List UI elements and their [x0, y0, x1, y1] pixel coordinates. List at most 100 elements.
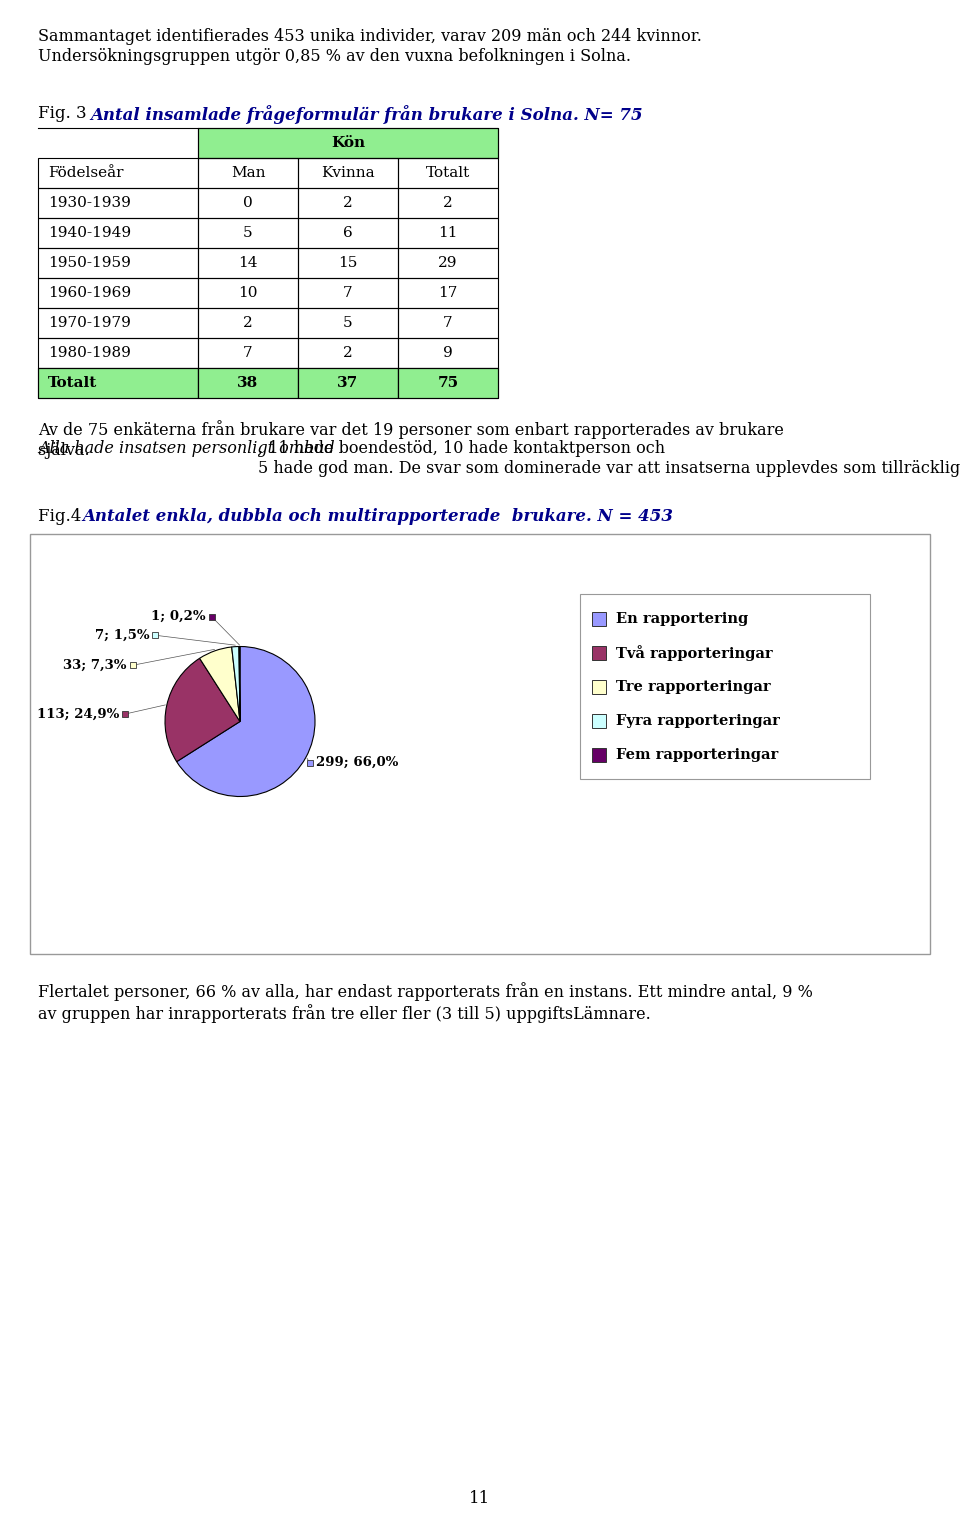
Bar: [198, 218, 298, 247]
Bar: [298, 369, 398, 397]
Text: 1980-1989: 1980-1989: [48, 346, 131, 360]
Bar: [398, 158, 498, 188]
Bar: [298, 247, 398, 278]
Bar: [398, 338, 498, 369]
Text: 0: 0: [243, 196, 252, 209]
Text: Antalet enkla, dubbla och multirapporterade  brukare. N = 453: Antalet enkla, dubbla och multirapporter…: [82, 508, 673, 525]
Bar: [592, 646, 606, 660]
Text: Man: Man: [230, 165, 265, 181]
Text: 75: 75: [438, 376, 459, 390]
Bar: [198, 127, 498, 158]
Text: 17: 17: [439, 287, 458, 300]
Text: Fig.4: Fig.4: [38, 508, 86, 525]
Bar: [198, 369, 298, 397]
Wedge shape: [177, 646, 315, 796]
Text: 113; 24,9%: 113; 24,9%: [36, 707, 119, 721]
Text: Sammantaget identifierades 453 unika individer, varav 209 män och 244 kvinnor.
U: Sammantaget identifierades 453 unika ind…: [38, 27, 702, 65]
Text: Flertalet personer, 66 % av alla, har endast rapporterats från en instans. Ett m: Flertalet personer, 66 % av alla, har en…: [38, 981, 813, 1022]
Text: 5: 5: [243, 226, 252, 240]
Bar: [398, 369, 498, 397]
Bar: [298, 369, 398, 397]
Text: Fem rapporteringar: Fem rapporteringar: [616, 748, 779, 762]
Bar: [198, 188, 298, 218]
Text: 7: 7: [343, 287, 353, 300]
Text: Födelseår: Födelseår: [48, 165, 124, 181]
Text: 2: 2: [343, 346, 353, 360]
Text: 33; 7,3%: 33; 7,3%: [63, 658, 127, 672]
Text: 1960-1969: 1960-1969: [48, 287, 132, 300]
Text: Tre rapporteringar: Tre rapporteringar: [616, 680, 771, 693]
Text: 14: 14: [238, 256, 257, 270]
Text: 1930-1939: 1930-1939: [48, 196, 131, 209]
Bar: [398, 278, 498, 308]
Text: 1; 0,2%: 1; 0,2%: [151, 610, 205, 623]
Bar: [198, 338, 298, 369]
Text: 2: 2: [343, 196, 353, 209]
Text: 2: 2: [243, 316, 252, 331]
Text: 38: 38: [237, 376, 258, 390]
Text: 5: 5: [343, 316, 353, 331]
Text: Två rapporteringar: Två rapporteringar: [616, 645, 773, 661]
Bar: [198, 127, 498, 158]
Bar: [130, 663, 135, 669]
Bar: [38, 308, 198, 338]
Text: 11: 11: [469, 1490, 491, 1506]
Text: Alla hade insatsen personligt ombud: Alla hade insatsen personligt ombud: [38, 440, 335, 457]
Bar: [38, 188, 198, 218]
Text: Kön: Kön: [331, 137, 365, 150]
Text: 6: 6: [343, 226, 353, 240]
Text: 11: 11: [439, 226, 458, 240]
Text: Fyra rapporteringar: Fyra rapporteringar: [616, 715, 780, 728]
Wedge shape: [239, 646, 240, 722]
Bar: [307, 760, 313, 766]
Text: 7; 1,5%: 7; 1,5%: [95, 628, 149, 642]
Text: Av de 75 enkäterna från brukare var det 19 personer som enbart rapporterades av : Av de 75 enkäterna från brukare var det …: [38, 420, 784, 458]
Bar: [38, 158, 198, 188]
Text: 1950-1959: 1950-1959: [48, 256, 131, 270]
Bar: [153, 633, 158, 639]
Bar: [298, 338, 398, 369]
Text: 7: 7: [243, 346, 252, 360]
Bar: [298, 188, 398, 218]
Text: 7: 7: [444, 316, 453, 331]
Text: 9: 9: [444, 346, 453, 360]
Text: Fig. 3: Fig. 3: [38, 105, 92, 121]
Bar: [198, 369, 298, 397]
Text: En rapportering: En rapportering: [616, 611, 748, 627]
Text: 299; 66,0%: 299; 66,0%: [316, 757, 398, 769]
Bar: [30, 534, 930, 954]
Bar: [398, 369, 498, 397]
Text: 37: 37: [337, 376, 359, 390]
Bar: [580, 595, 870, 780]
Bar: [592, 715, 606, 728]
Wedge shape: [200, 646, 240, 722]
Text: Antal insamlade frågeformulär från brukare i Solna. N= 75: Antal insamlade frågeformulär från bruka…: [90, 105, 642, 124]
Bar: [198, 247, 298, 278]
Wedge shape: [165, 658, 240, 762]
Bar: [198, 308, 298, 338]
Text: Totalt: Totalt: [426, 165, 470, 181]
Bar: [38, 369, 198, 397]
Bar: [38, 278, 198, 308]
Wedge shape: [231, 646, 240, 722]
Text: 15: 15: [338, 256, 358, 270]
Bar: [298, 278, 398, 308]
Text: 1940-1949: 1940-1949: [48, 226, 132, 240]
Text: , 11 hade boendestöd, 10 hade kontaktperson och
5 hade god man. De svar som domi: , 11 hade boendestöd, 10 hade kontaktper…: [258, 440, 960, 476]
Bar: [592, 680, 606, 693]
Bar: [298, 218, 398, 247]
Bar: [398, 218, 498, 247]
Bar: [208, 613, 214, 619]
Bar: [398, 188, 498, 218]
Text: 10: 10: [238, 287, 257, 300]
Bar: [298, 308, 398, 338]
Text: 29: 29: [439, 256, 458, 270]
Bar: [398, 247, 498, 278]
Bar: [38, 218, 198, 247]
Text: Kvinna: Kvinna: [322, 165, 374, 181]
Text: 2: 2: [444, 196, 453, 209]
Bar: [38, 338, 198, 369]
Bar: [38, 127, 198, 158]
Bar: [198, 158, 298, 188]
Bar: [592, 748, 606, 762]
